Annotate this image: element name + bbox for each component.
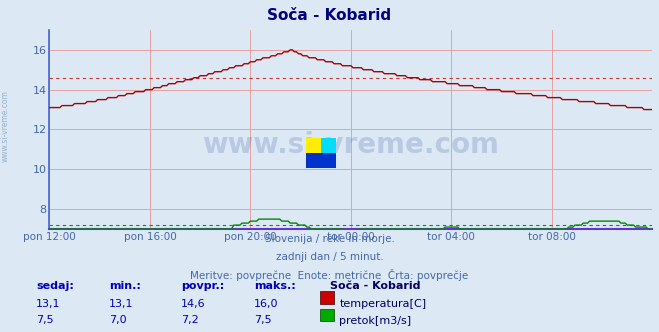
Text: povpr.:: povpr.: [181, 281, 225, 290]
Text: Soča - Kobarid: Soča - Kobarid [330, 281, 420, 290]
Text: 7,5: 7,5 [36, 315, 54, 325]
Text: zadnji dan / 5 minut.: zadnji dan / 5 minut. [275, 252, 384, 262]
Text: maks.:: maks.: [254, 281, 295, 290]
Bar [322, 138, 336, 153]
Text: 7,0: 7,0 [109, 315, 127, 325]
Text: Meritve: povprečne  Enote: metrične  Črta: povprečje: Meritve: povprečne Enote: metrične Črta:… [190, 269, 469, 281]
Text: 7,5: 7,5 [254, 315, 272, 325]
Text: min.:: min.: [109, 281, 140, 290]
Text: www.si-vreme.com: www.si-vreme.com [202, 131, 500, 159]
Text: temperatura[C]: temperatura[C] [339, 299, 426, 309]
Text: 13,1: 13,1 [109, 299, 133, 309]
Text: sedaj:: sedaj: [36, 281, 74, 290]
Text: 7,2: 7,2 [181, 315, 199, 325]
Text: Slovenija / reke in morje.: Slovenija / reke in morje. [264, 234, 395, 244]
Text: 14,6: 14,6 [181, 299, 206, 309]
Text: www.si-vreme.com: www.si-vreme.com [1, 90, 10, 162]
Text: Soča - Kobarid: Soča - Kobarid [268, 8, 391, 23]
Bar [306, 138, 322, 153]
Text: 13,1: 13,1 [36, 299, 61, 309]
Text: pretok[m3/s]: pretok[m3/s] [339, 316, 411, 326]
Text: 16,0: 16,0 [254, 299, 278, 309]
Bar [306, 153, 314, 168]
Bar [314, 153, 336, 168]
